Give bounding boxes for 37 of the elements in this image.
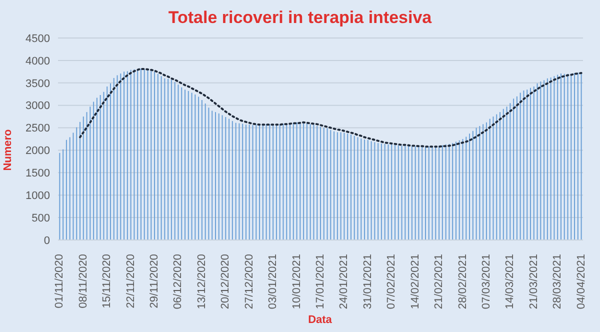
x-tick-label: 29/11/2020 [148, 254, 161, 308]
x-tick-label: 31/01/2021 [362, 254, 374, 310]
x-tick-label: 03/01/2021 [267, 254, 280, 310]
y-tick-label: 4000 [26, 55, 50, 68]
x-tick-label: 20/12/2020 [220, 254, 232, 310]
x-tick-label: 21/02/2021 [433, 254, 446, 310]
y-tick-label: 3500 [26, 78, 50, 90]
x-tick-label: 14/03/2021 [504, 254, 516, 310]
y-tick-label: 2000 [26, 145, 50, 158]
x-tick-label: 10/01/2021 [290, 254, 303, 310]
y-tick-label: 3000 [26, 100, 50, 112]
y-tick-label: 2500 [26, 122, 50, 135]
line-series [79, 68, 582, 148]
x-tick-label: 28/02/2021 [456, 254, 469, 310]
y-tick-label: 0 [44, 234, 50, 247]
x-tick-label: 22/11/2020 [124, 254, 137, 308]
y-tick-label: 1000 [26, 190, 50, 202]
x-tick-label: 28/03/2021 [552, 254, 564, 310]
x-tick-label: 24/01/2021 [338, 254, 350, 310]
y-tick-label: 500 [32, 212, 50, 224]
y-axis-title: Numero [2, 128, 14, 173]
x-tick-label: 17/01/2021 [314, 254, 326, 310]
x-tick-label: 15/11/2020 [101, 254, 114, 308]
x-tick-label: 21/03/2021 [528, 254, 540, 310]
x-axis-title: Data [307, 314, 333, 326]
x-tick-label: 07/02/2021 [386, 254, 398, 310]
x-tick-label: 27/12/2020 [243, 254, 256, 310]
x-tick-label: 14/02/2021 [409, 254, 422, 310]
x-tick-label: 04/04/2021 [575, 254, 588, 310]
y-tick-label: 4500 [26, 32, 50, 45]
x-tick-label: 08/11/2020 [77, 254, 90, 308]
x-tick-label: 07/03/2021 [480, 254, 492, 310]
y-tick-label: 1500 [26, 168, 50, 180]
x-tick-label: 01/11/2020 [54, 254, 66, 308]
x-tick-label: 06/12/2020 [172, 254, 184, 310]
chart-title: Totale ricoveri in terapia intesiva [167, 8, 433, 28]
x-tick-label: 13/12/2020 [196, 254, 208, 310]
